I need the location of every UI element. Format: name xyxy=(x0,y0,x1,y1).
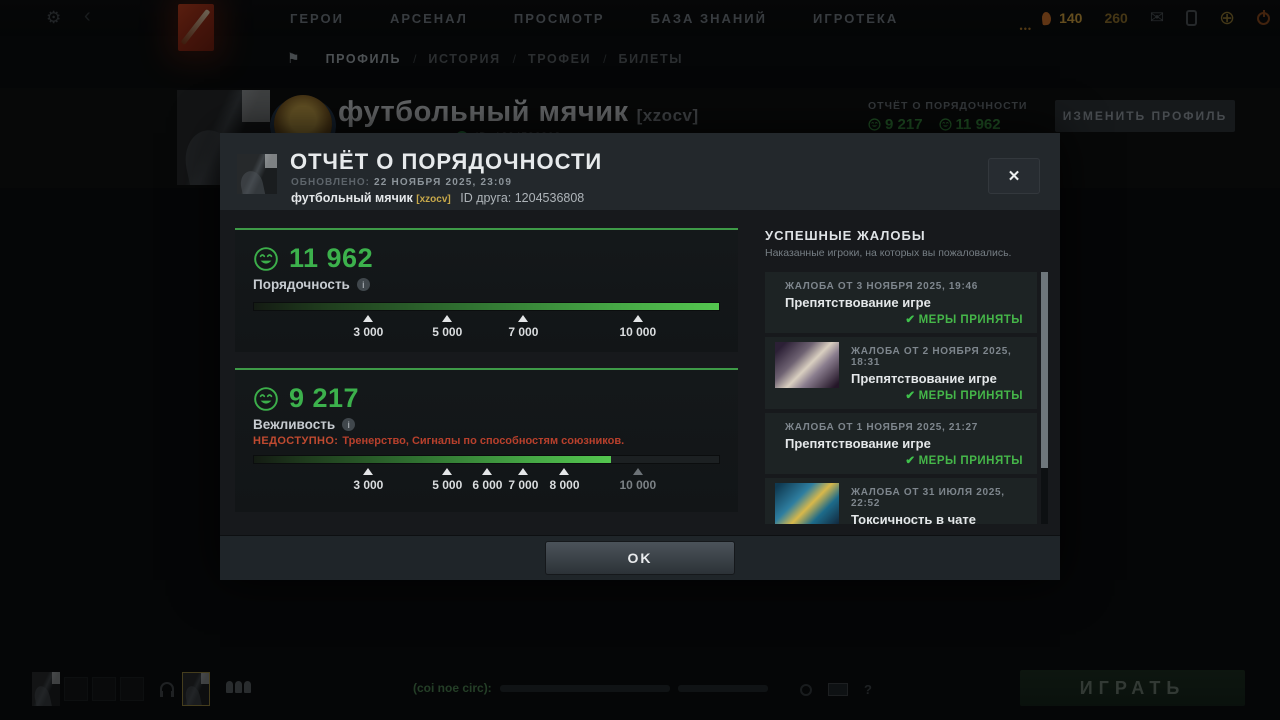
modal-player-line: футбольный мячик [xzocv] ID друга: 12045… xyxy=(291,191,584,205)
conduct-slider-track xyxy=(253,302,720,311)
reports-title: УСПЕШНЫЕ ЖАЛОБЫ xyxy=(765,228,926,243)
courtesy-slider-fill xyxy=(254,456,612,463)
tick-label: 10 000 xyxy=(619,325,657,339)
slider-tick: 7 000 xyxy=(504,468,542,493)
modal-body: 11 962 Порядочность i 3 000 xyxy=(220,210,1060,535)
conduct-score-value: 11 962 xyxy=(289,243,374,273)
restricted-label: НЕДОСТУПНО: xyxy=(253,435,339,447)
tick-triangle-icon xyxy=(559,468,570,475)
tick-label: 6 000 xyxy=(472,478,503,492)
report-item[interactable]: ЖАЛОБА ОТ 3 НОЯБРЯ 2025, 19:46 Препятств… xyxy=(765,272,1037,333)
info-icon[interactable]: i xyxy=(356,278,370,291)
tick-label: 10 000 xyxy=(619,478,657,492)
reports-subtitle: Наказанные игроки, на которых вы пожалов… xyxy=(765,247,1012,259)
check-icon: ✔ xyxy=(905,390,916,402)
check-icon: ✔ xyxy=(905,455,916,467)
smiley-icon xyxy=(254,386,278,411)
report-date: ЖАЛОБА ОТ 3 НОЯБРЯ 2025, 19:46 xyxy=(785,281,978,292)
tick-label: 3 000 xyxy=(353,478,384,492)
slider-tick: 5 000 xyxy=(428,315,466,340)
slider-tick: 3 000 xyxy=(349,468,387,493)
courtesy-restricted-note: НЕДОСТУПНО: Тренерство, Сигналы по способ… xyxy=(253,435,720,447)
close-icon: ✕ xyxy=(1007,168,1021,185)
conduct-score-panel: 11 962 Порядочность i 3 000 xyxy=(235,228,738,352)
ok-button[interactable]: OK xyxy=(545,541,735,575)
smiley-icon xyxy=(254,246,278,271)
report-date: ЖАЛОБА ОТ 1 НОЯБРЯ 2025, 21:27 xyxy=(785,422,978,433)
tick-triangle-icon xyxy=(442,315,453,322)
tick-triangle-icon xyxy=(632,315,643,322)
tick-triangle-icon xyxy=(363,315,374,322)
tick-label: 5 000 xyxy=(432,478,463,492)
modal-header: ОТЧЁТ О ПОРЯДОЧНОСТИ ОБНОВЛЕНО: 22 НОЯБРЯ… xyxy=(220,133,1060,210)
tick-triangle-icon xyxy=(632,468,643,475)
tick-label: 3 000 xyxy=(353,325,384,339)
modal-player-tag: [xzocv] xyxy=(416,194,451,205)
tick-label: 5 000 xyxy=(432,325,463,339)
restricted-text: Тренерство, Сигналы по способностям союз… xyxy=(342,435,625,447)
courtesy-score-label: Вежливость xyxy=(253,417,336,432)
report-status-text: МЕРЫ ПРИНЯТЫ xyxy=(918,390,1023,402)
check-icon: ✔ xyxy=(905,314,916,326)
reports-list: ЖАЛОБА ОТ 3 НОЯБРЯ 2025, 19:46 Препятств… xyxy=(765,272,1048,524)
report-reason: Препятствование игре xyxy=(785,436,931,451)
tick-label: 7 000 xyxy=(508,478,539,492)
slider-tick: 5 000 xyxy=(428,468,466,493)
tick-triangle-icon xyxy=(363,468,374,475)
tick-label: 8 000 xyxy=(549,478,580,492)
conduct-score-label: Порядочность xyxy=(253,277,350,292)
report-item[interactable]: ЖАЛОБА ОТ 1 НОЯБРЯ 2025, 21:27 Препятств… xyxy=(765,413,1037,474)
modal-player-avatar xyxy=(237,154,277,194)
reports-scrollbar-track[interactable] xyxy=(1041,272,1048,524)
courtesy-score-panel: 9 217 Вежливость i НЕДОСТУПНО: Тренерство… xyxy=(235,368,738,512)
courtesy-slider-track xyxy=(253,455,720,464)
report-reason: Препятствование игре xyxy=(785,295,931,310)
report-reason: Препятствование игре xyxy=(851,371,997,386)
report-status: ✔ МЕРЫ ПРИНЯТЫ xyxy=(851,388,1023,402)
tick-triangle-icon xyxy=(518,468,529,475)
slider-tick: 7 000 xyxy=(504,315,542,340)
courtesy-score-value: 9 217 xyxy=(289,383,360,413)
conduct-slider-fill xyxy=(254,303,719,310)
tick-triangle-icon xyxy=(518,315,529,322)
successful-reports-section: УСПЕШНЫЕ ЖАЛОБЫ Наказанные игроки, на ко… xyxy=(765,228,1048,524)
modal-updated-value: 22 НОЯБРЯ 2025, 23:09 xyxy=(373,177,513,188)
report-reason: Токсичность в чате xyxy=(851,512,976,524)
conduct-slider-ticks: 3 000 5 000 7 000 xyxy=(253,311,720,355)
reported-hero-portrait xyxy=(775,342,839,388)
reports-scrollbar-thumb[interactable] xyxy=(1041,272,1048,468)
info-icon[interactable]: i xyxy=(342,418,356,431)
slider-tick: 6 000 xyxy=(468,468,506,493)
modal-updated-line: ОБНОВЛЕНО: 22 НОЯБРЯ 2025, 23:09 xyxy=(291,177,512,188)
reported-hero-portrait xyxy=(775,483,839,524)
slider-tick: 3 000 xyxy=(349,315,387,340)
modal-title: ОТЧЁТ О ПОРЯДОЧНОСТИ xyxy=(290,149,603,174)
report-item[interactable]: ЖАЛОБА ОТ 2 НОЯБРЯ 2025, 18:31 Препятств… xyxy=(765,337,1037,409)
modal-player-name: футбольный мячик xyxy=(291,191,413,205)
tick-triangle-icon xyxy=(442,468,453,475)
report-date: ЖАЛОБА ОТ 31 ИЮЛЯ 2025, 22:52 xyxy=(851,487,1005,509)
slider-tick: 10 000 xyxy=(619,468,657,493)
report-status-text: МЕРЫ ПРИНЯТЫ xyxy=(918,314,1023,326)
tick-label: 7 000 xyxy=(508,325,539,339)
conduct-summary-modal: ОТЧЁТ О ПОРЯДОЧНОСТИ ОБНОВЛЕНО: 22 НОЯБРЯ… xyxy=(220,133,1060,580)
report-date: ЖАЛОБА ОТ 2 НОЯБРЯ 2025, 18:31 xyxy=(851,346,1012,368)
modal-footer: OK xyxy=(220,535,1060,580)
modal-friend-id: ID друга: 1204536808 xyxy=(460,191,585,205)
slider-tick: 8 000 xyxy=(545,468,583,493)
report-item[interactable]: ЖАЛОБА ОТ 31 ИЮЛЯ 2025, 22:52 Токсичност… xyxy=(765,478,1037,524)
report-status: ✔ МЕРЫ ПРИНЯТЫ xyxy=(785,312,1023,326)
report-status: ✔ МЕРЫ ПРИНЯТЫ xyxy=(785,453,1023,467)
report-status-text: МЕРЫ ПРИНЯТЫ xyxy=(918,455,1023,467)
modal-updated-label: ОБНОВЛЕНО: xyxy=(291,177,370,188)
close-button[interactable]: ✕ xyxy=(988,158,1040,194)
courtesy-slider-ticks: 3 000 5 000 6 000 xyxy=(253,464,720,508)
slider-tick: 10 000 xyxy=(619,315,657,340)
tick-triangle-icon xyxy=(482,468,493,475)
